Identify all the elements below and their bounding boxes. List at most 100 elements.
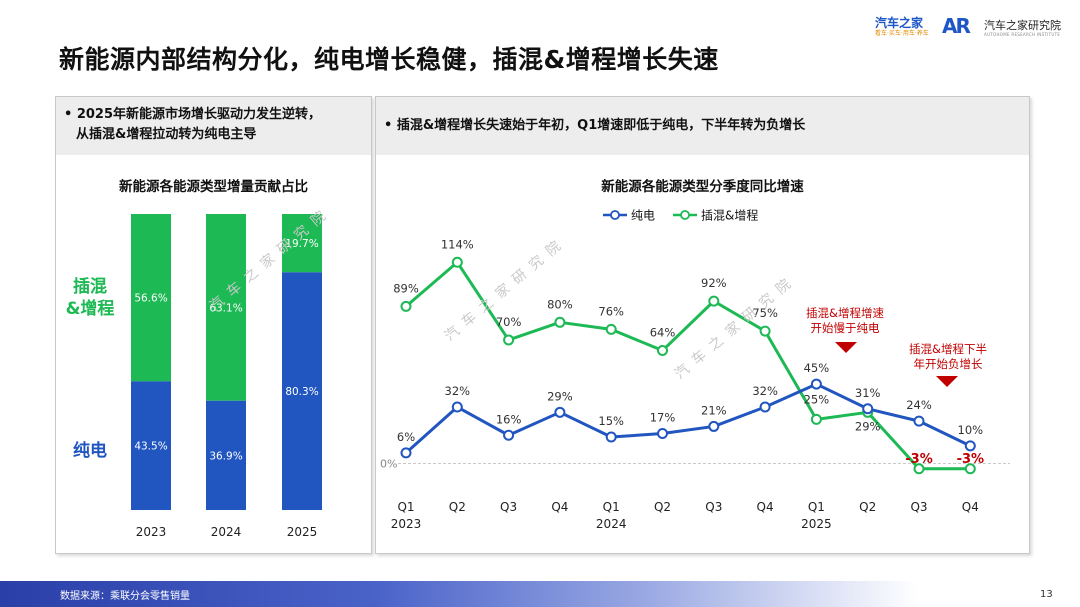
x-tick-2: Q3 — [500, 500, 517, 514]
label-phev-2: 70% — [496, 315, 522, 329]
bar-label-phev-2023: 56.6% — [134, 293, 167, 305]
legend-label-1: 插混&增程 — [701, 208, 758, 223]
series-point-1-1 — [451, 256, 463, 268]
x-tick-7: Q4 — [757, 500, 774, 514]
series-line-1 — [405, 260, 971, 471]
annotation-slower-line2: 开始慢于纯电 — [810, 321, 880, 335]
series-point-1-3 — [554, 316, 566, 328]
left-chart-title: 新能源各能源类型增量贡献占比 — [119, 179, 308, 195]
series-point-0-0 — [400, 447, 412, 459]
x-tick-11: Q4 — [962, 500, 979, 514]
series-point-1-0 — [400, 300, 412, 312]
label-bev-11: 10% — [958, 423, 984, 437]
phev-side-label: 插混 &增程 — [60, 276, 120, 320]
series-point-0-3 — [554, 406, 566, 418]
right-chart-title: 新能源各能源类型分季度同比增速 — [601, 179, 804, 195]
phev-side-label-line2: &增程 — [65, 299, 115, 319]
series-point-1-6 — [708, 295, 720, 307]
label-phev-3: 80% — [547, 297, 573, 311]
left-bullet-line1: 2025年新能源市场增长驱动力发生逆转， — [76, 107, 322, 122]
quarterly-line-chart: 0% 纯电 插混&增程 6% 32% 16% 29% 15% 17% 21% 32% 45% 31% 24… — [380, 208, 1010, 531]
bar-bev-2025 — [282, 272, 322, 510]
series-point-0-6 — [708, 420, 720, 432]
x-year-4: 2024 — [596, 517, 627, 531]
series-point-1-8 — [810, 413, 822, 425]
series-point-1-11 — [964, 463, 976, 475]
label-phev-10: -3% — [905, 452, 932, 467]
x-year-8: 2025 — [801, 517, 832, 531]
legend-marker-0 — [610, 210, 620, 220]
chart-legend: 纯电 插混&增程 — [603, 208, 758, 223]
right-bullet: • 插混&增程增长失速始于年初，Q1增速即低于纯电，下半年转为负增长 — [384, 118, 806, 133]
data-source: 数据来源：乘联分会零售销量 — [60, 591, 190, 602]
annotation-negative: 插混&增程下半 年开始负增长 — [898, 342, 998, 372]
bar-phev-2025 — [282, 214, 322, 273]
bar-label-phev-2025: 19.7% — [285, 238, 318, 250]
autohome-logo-text: 汽车之家 — [875, 16, 924, 30]
bar-bev-2024 — [206, 400, 246, 510]
label-bev-9: 31% — [855, 386, 881, 400]
series-point-1-7 — [759, 325, 771, 337]
label-bev-5: 17% — [650, 410, 676, 424]
x-tick-10: Q3 — [910, 500, 927, 514]
label-phev-8: 25% — [804, 392, 830, 406]
label-bev-0: 6% — [397, 430, 415, 444]
label-phev-1: 114% — [441, 237, 474, 251]
series-point-1-2 — [503, 334, 515, 346]
x-year-0: 2023 — [391, 517, 422, 531]
label-bev-10: 24% — [906, 398, 932, 412]
right-panel-header: • 插混&增程增长失速始于年初，Q1增速即低于纯电，下半年转为负增长 — [376, 97, 1029, 155]
legend-label-0: 纯电 — [631, 209, 655, 223]
bar-bev-2023 — [131, 381, 171, 510]
phev-side-label-line1: 插混 — [73, 277, 107, 297]
footer-bar — [0, 581, 1080, 607]
annotation-slower: 插混&增程增速 开始慢于纯电 — [800, 306, 890, 336]
bar-label-phev-2024: 63.1% — [209, 302, 242, 314]
x-tick-6: Q3 — [705, 500, 722, 514]
autohome-logo: 汽车之家 看车·买车·用车·养车 — [875, 16, 929, 38]
label-bev-3: 29% — [547, 389, 573, 403]
bar-category-2024: 2024 — [211, 525, 242, 539]
x-tick-4: Q1 — [603, 500, 620, 514]
series-point-0-9 — [862, 403, 874, 415]
label-phev-7: 75% — [752, 306, 778, 320]
right-panel: • 插混&增程增长失速始于年初，Q1增速即低于纯电，下半年转为负增长 新能源各能… — [375, 96, 1030, 554]
annotation-slower-line1: 插混&增程增速 — [806, 306, 884, 320]
research-institute-logo: AR 汽车之家研究院 AUTOHOME RESEARCH INSTITUTE — [942, 14, 1072, 40]
legend-marker-1 — [680, 210, 690, 220]
label-phev-0: 89% — [393, 281, 419, 295]
series-point-1-4 — [605, 323, 617, 335]
label-bev-4: 15% — [598, 414, 624, 428]
label-phev-6: 92% — [701, 276, 727, 290]
autohome-logo-slogan: 看车·买车·用车·养车 — [875, 30, 929, 37]
page-number: 13 — [1040, 589, 1053, 600]
label-phev-9: 29% — [855, 419, 881, 433]
x-tick-3: Q4 — [551, 500, 568, 514]
label-phev-5: 64% — [650, 326, 676, 340]
series-point-0-2 — [503, 429, 515, 441]
label-phev-11: -3% — [957, 452, 984, 467]
bar-label-bev-2023: 43.5% — [134, 441, 167, 453]
right-bullet-text: 插混&增程增长失速始于年初，Q1增速即低于纯电，下半年转为负增长 — [396, 118, 806, 133]
zero-tick-label: 0% — [380, 458, 397, 471]
bar-phev-2023 — [131, 214, 171, 382]
research-institute-name: 汽车之家研究院 — [984, 19, 1061, 32]
series-point-0-7 — [759, 401, 771, 413]
series-point-0-1 — [451, 401, 463, 413]
bar-label-bev-2024: 36.9% — [209, 450, 242, 462]
bar-category-2023: 2023 — [136, 525, 167, 539]
series-point-0-8 — [810, 378, 822, 390]
research-institute-en: AUTOHOME RESEARCH INSTITUTE — [984, 32, 1061, 37]
stacked-bar-chart: 56.6% 43.5% 2023 63.1% 36.9% 2024 19.7% 80.3% 20… — [131, 214, 322, 539]
left-bullet: • 2025年新能源市场增长驱动力发生逆转， 从插混&增程拉动转为纯电主导 — [64, 105, 321, 145]
series-point-1-10 — [913, 463, 925, 475]
series-point-0-4 — [605, 431, 617, 443]
ar-logo-mark: AR — [942, 14, 971, 38]
x-tick-5: Q2 — [654, 500, 671, 514]
bar-label-bev-2025: 80.3% — [285, 386, 318, 398]
series-point-0-5 — [657, 427, 668, 439]
x-tick-1: Q2 — [449, 500, 466, 514]
label-bev-7: 32% — [752, 384, 778, 398]
left-bullet-line2: 从插混&增程拉动转为纯电主导 — [76, 127, 257, 142]
